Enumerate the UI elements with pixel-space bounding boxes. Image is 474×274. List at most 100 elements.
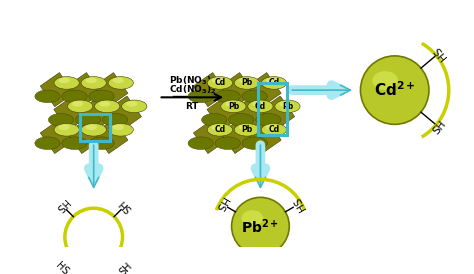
- Ellipse shape: [108, 124, 133, 136]
- Text: SH: SH: [431, 119, 448, 136]
- Ellipse shape: [68, 100, 93, 113]
- Polygon shape: [81, 96, 114, 130]
- Ellipse shape: [279, 101, 291, 107]
- Ellipse shape: [212, 78, 223, 83]
- Text: HS: HS: [54, 197, 70, 213]
- Ellipse shape: [54, 124, 79, 136]
- Text: Pb: Pb: [241, 125, 253, 134]
- Polygon shape: [247, 73, 281, 107]
- Text: HS: HS: [431, 44, 448, 61]
- Text: Cd: Cd: [214, 125, 226, 134]
- Ellipse shape: [54, 77, 79, 89]
- Ellipse shape: [85, 78, 97, 83]
- Polygon shape: [40, 73, 74, 107]
- Ellipse shape: [62, 137, 87, 150]
- Ellipse shape: [62, 90, 87, 103]
- Ellipse shape: [48, 113, 73, 126]
- Ellipse shape: [126, 101, 137, 107]
- Ellipse shape: [188, 90, 213, 103]
- Ellipse shape: [81, 124, 106, 136]
- Text: $\mathbf{Pb^{2+}}$: $\mathbf{Pb^{2+}}$: [241, 217, 280, 236]
- Text: Pb: Pb: [241, 78, 253, 87]
- Ellipse shape: [252, 101, 264, 107]
- Ellipse shape: [95, 100, 120, 113]
- Circle shape: [360, 56, 429, 124]
- Polygon shape: [261, 96, 295, 130]
- Bar: [80, 113, 110, 141]
- Text: Cd: Cd: [268, 78, 280, 87]
- Ellipse shape: [266, 78, 277, 83]
- Text: HS: HS: [213, 195, 229, 212]
- Polygon shape: [234, 96, 268, 130]
- Ellipse shape: [275, 100, 300, 113]
- Text: SH: SH: [117, 261, 134, 274]
- Polygon shape: [67, 119, 101, 153]
- Ellipse shape: [188, 137, 213, 150]
- Polygon shape: [67, 73, 101, 107]
- Text: Cd: Cd: [255, 102, 266, 111]
- Ellipse shape: [207, 124, 232, 136]
- Ellipse shape: [75, 113, 100, 126]
- Polygon shape: [108, 96, 142, 130]
- Ellipse shape: [261, 77, 287, 89]
- Polygon shape: [54, 96, 87, 130]
- Text: $\mathbf{Cd^{2+}}$: $\mathbf{Cd^{2+}}$: [374, 81, 416, 99]
- Ellipse shape: [372, 71, 398, 90]
- Text: Pb: Pb: [282, 102, 293, 111]
- Ellipse shape: [248, 100, 273, 113]
- Polygon shape: [207, 96, 241, 130]
- Ellipse shape: [234, 124, 260, 136]
- Ellipse shape: [212, 124, 223, 130]
- Ellipse shape: [108, 77, 133, 89]
- Text: HS: HS: [292, 195, 307, 212]
- Circle shape: [65, 208, 123, 266]
- Ellipse shape: [225, 101, 237, 107]
- Polygon shape: [94, 119, 128, 153]
- Ellipse shape: [239, 78, 250, 83]
- Text: $\mathbf{RT}$: $\mathbf{RT}$: [185, 100, 200, 111]
- Ellipse shape: [99, 101, 110, 107]
- Polygon shape: [40, 119, 74, 153]
- Ellipse shape: [261, 124, 287, 136]
- Ellipse shape: [201, 113, 227, 126]
- Ellipse shape: [89, 90, 114, 103]
- Ellipse shape: [239, 124, 250, 130]
- Text: Pb: Pb: [228, 102, 239, 111]
- Ellipse shape: [215, 137, 240, 150]
- Polygon shape: [247, 119, 281, 153]
- Ellipse shape: [112, 78, 124, 83]
- Text: $\mathbf{Pb(NO_3)_2}$: $\mathbf{Pb(NO_3)_2}$: [169, 75, 216, 87]
- Ellipse shape: [72, 101, 83, 107]
- Ellipse shape: [35, 90, 60, 103]
- Ellipse shape: [242, 137, 267, 150]
- Ellipse shape: [228, 113, 254, 126]
- Text: HS: HS: [54, 261, 70, 274]
- Circle shape: [232, 197, 289, 255]
- Text: Cd: Cd: [268, 125, 280, 134]
- Text: $\mathbf{Cd(NO_3)_2}$: $\mathbf{Cd(NO_3)_2}$: [169, 84, 216, 96]
- Ellipse shape: [242, 90, 267, 103]
- Ellipse shape: [85, 124, 97, 130]
- Ellipse shape: [242, 210, 263, 226]
- Ellipse shape: [207, 77, 232, 89]
- Polygon shape: [220, 73, 254, 107]
- Ellipse shape: [122, 100, 147, 113]
- Ellipse shape: [255, 113, 281, 126]
- Bar: [258, 83, 287, 135]
- Ellipse shape: [89, 137, 114, 150]
- Text: Cd: Cd: [214, 78, 226, 87]
- Ellipse shape: [215, 90, 240, 103]
- Ellipse shape: [35, 137, 60, 150]
- Ellipse shape: [234, 77, 260, 89]
- Ellipse shape: [58, 124, 70, 130]
- Ellipse shape: [58, 78, 70, 83]
- Polygon shape: [193, 73, 227, 107]
- Ellipse shape: [112, 124, 124, 130]
- Ellipse shape: [266, 124, 277, 130]
- Polygon shape: [193, 119, 227, 153]
- Ellipse shape: [221, 100, 246, 113]
- Polygon shape: [94, 73, 128, 107]
- Ellipse shape: [81, 77, 106, 89]
- Polygon shape: [220, 119, 254, 153]
- Ellipse shape: [102, 113, 128, 126]
